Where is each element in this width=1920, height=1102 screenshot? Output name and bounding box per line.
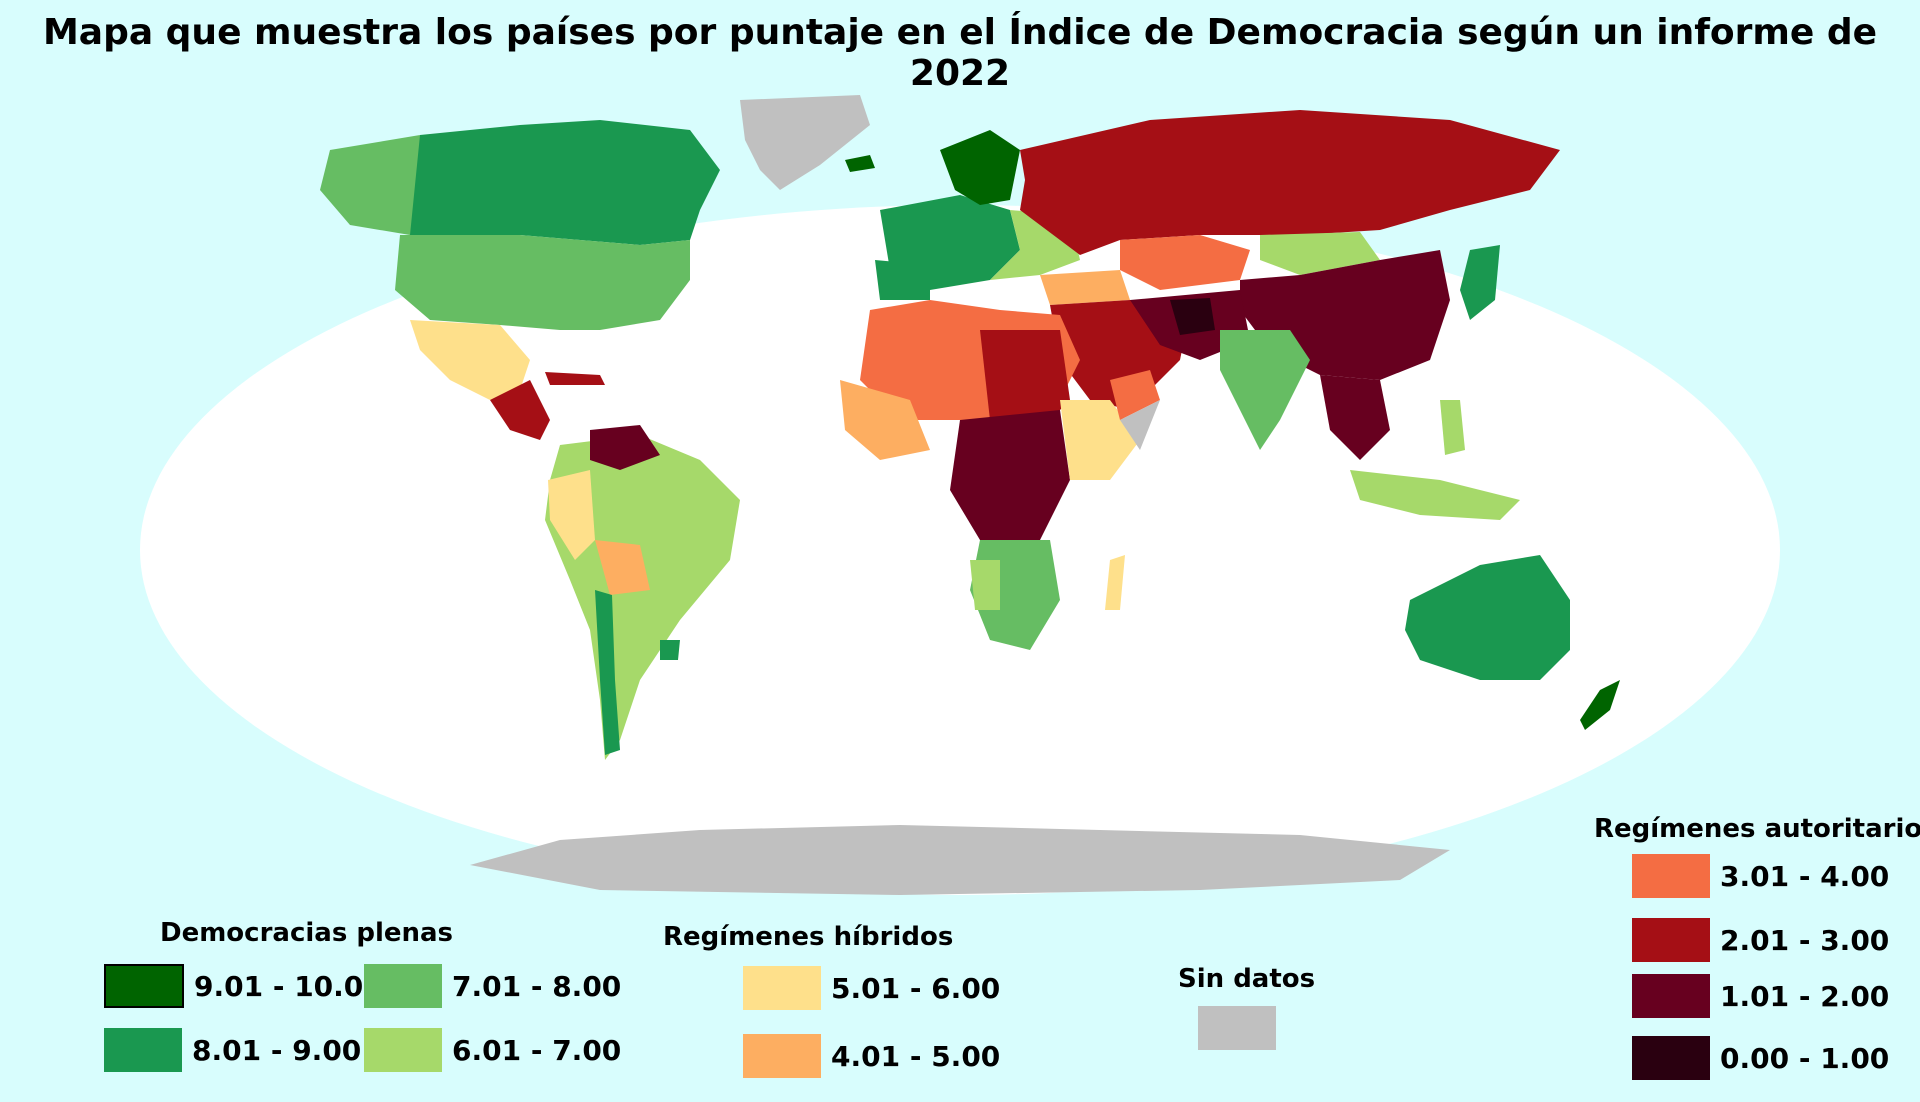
legend-label: 1.01 - 2.00 [1720, 979, 1890, 1013]
legend-swatch [364, 1028, 442, 1072]
legend-label: 6.01 - 7.00 [452, 1033, 622, 1067]
region-indonesia [1350, 470, 1520, 520]
region-russia [1020, 110, 1560, 255]
region-west-africa [840, 380, 930, 460]
legend-item-full-3: 7.01 - 8.00 [364, 964, 621, 1008]
region-horn [1110, 370, 1160, 420]
legend-label: 9.01 - 10.00 [194, 969, 383, 1003]
legend-swatch [364, 964, 442, 1008]
region-namibia [970, 560, 1000, 610]
map-title: Mapa que muestra los países por puntaje … [42, 12, 1878, 94]
region-south-america [545, 435, 740, 760]
region-madagascar [1105, 555, 1125, 610]
region-bolivia [595, 540, 650, 595]
region-alaska [320, 135, 420, 235]
region-iberia [875, 260, 930, 300]
legend-swatch [743, 1034, 821, 1078]
region-japan [1460, 245, 1500, 320]
legend-item-full-1: 9.01 - 10.00 [104, 964, 383, 1008]
region-new-zealand [1580, 680, 1620, 730]
region-philippines [1440, 400, 1465, 455]
legend-label: 8.01 - 9.00 [192, 1033, 362, 1067]
legend-label: 2.01 - 3.00 [1720, 923, 1890, 957]
legend-swatch [104, 1028, 182, 1072]
region-chile [595, 590, 620, 755]
legend-label: 7.01 - 8.00 [452, 969, 622, 1003]
region-central-america [490, 380, 550, 440]
region-antarctica [470, 825, 1450, 895]
legend-swatch [743, 966, 821, 1010]
legend-item-auth-2: 2.01 - 3.00 [1632, 918, 1889, 962]
legend-swatch-nodata [1198, 1006, 1276, 1050]
region-scandinavia [940, 130, 1020, 205]
region-kazakhstan [1120, 235, 1250, 290]
legend-item-full-4: 6.01 - 7.00 [364, 1028, 621, 1072]
region-myanmar [1320, 375, 1390, 460]
region-usa [395, 235, 690, 330]
region-mexico [410, 320, 530, 400]
legend-swatch [1632, 918, 1710, 962]
legend-swatch [1632, 1036, 1710, 1080]
legend-swatch [1632, 974, 1710, 1018]
legend-nodata-heading: Sin datos [1178, 964, 1316, 994]
legend-item-hybrid-2: 4.01 - 5.00 [743, 1034, 1000, 1078]
region-canada [400, 120, 720, 245]
region-greenland [740, 95, 870, 190]
legend-hybrid-heading: Regímenes híbridos [663, 922, 954, 952]
legend-item-auth-4: 0.00 - 1.00 [1632, 1036, 1889, 1080]
legend-item-auth-1: 3.01 - 4.00 [1632, 854, 1889, 898]
region-mongolia [1260, 232, 1380, 275]
legend-item-full-2: 8.01 - 9.00 [104, 1028, 361, 1072]
legend-label: 5.01 - 6.00 [831, 971, 1001, 1005]
region-turkey [1040, 270, 1130, 305]
legend-item-hybrid-1: 5.01 - 6.00 [743, 966, 1000, 1010]
region-somalia [1120, 400, 1160, 450]
region-india [1220, 330, 1310, 450]
region-peru [548, 470, 595, 560]
region-cuba [545, 372, 605, 385]
legend-authoritarian-heading: Regímenes autoritarios [1594, 814, 1920, 844]
legend-full-democracy-heading: Democracias plenas [160, 918, 454, 948]
region-afghanistan [1170, 298, 1215, 335]
legend-label: 3.01 - 4.00 [1720, 859, 1890, 893]
region-central-africa [950, 410, 1070, 540]
region-iceland [845, 155, 875, 172]
region-australia [1405, 555, 1570, 680]
region-venezuela [590, 425, 660, 470]
legend-swatch [104, 964, 184, 1008]
legend-item-auth-3: 1.01 - 2.00 [1632, 974, 1889, 1018]
region-uruguay [660, 640, 680, 660]
legend-label: 4.01 - 5.00 [831, 1039, 1001, 1073]
legend-label: 0.00 - 1.00 [1720, 1041, 1890, 1075]
legend-swatch [1632, 854, 1710, 898]
